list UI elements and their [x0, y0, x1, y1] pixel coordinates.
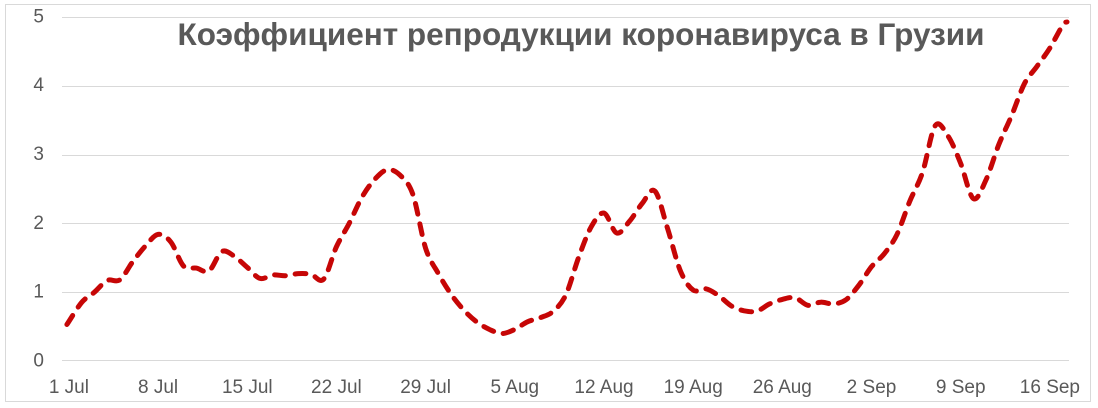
svg-text:2: 2: [33, 213, 44, 234]
svg-text:5 Aug: 5 Aug: [490, 377, 539, 398]
svg-text:8 Jul: 8 Jul: [138, 377, 178, 398]
svg-text:1: 1: [33, 282, 44, 303]
svg-text:16 Sep: 16 Sep: [1020, 377, 1080, 398]
svg-text:5: 5: [33, 6, 44, 27]
svg-text:3: 3: [33, 144, 44, 165]
svg-text:19 Aug: 19 Aug: [664, 377, 723, 398]
svg-text:29 Jul: 29 Jul: [400, 377, 451, 398]
svg-text:15 Jul: 15 Jul: [222, 377, 273, 398]
svg-text:0: 0: [33, 350, 44, 371]
svg-text:22 Jul: 22 Jul: [311, 377, 362, 398]
svg-text:9 Sep: 9 Sep: [936, 377, 986, 398]
svg-text:4: 4: [33, 75, 44, 96]
svg-text:26 Aug: 26 Aug: [753, 377, 812, 398]
svg-text:12 Aug: 12 Aug: [574, 377, 633, 398]
svg-text:1 Jul: 1 Jul: [49, 377, 89, 398]
svg-text:2 Sep: 2 Sep: [847, 377, 897, 398]
svg-text:Коэффициент репродукции корона: Коэффициент репродукции коронавируса в Г…: [178, 16, 985, 52]
